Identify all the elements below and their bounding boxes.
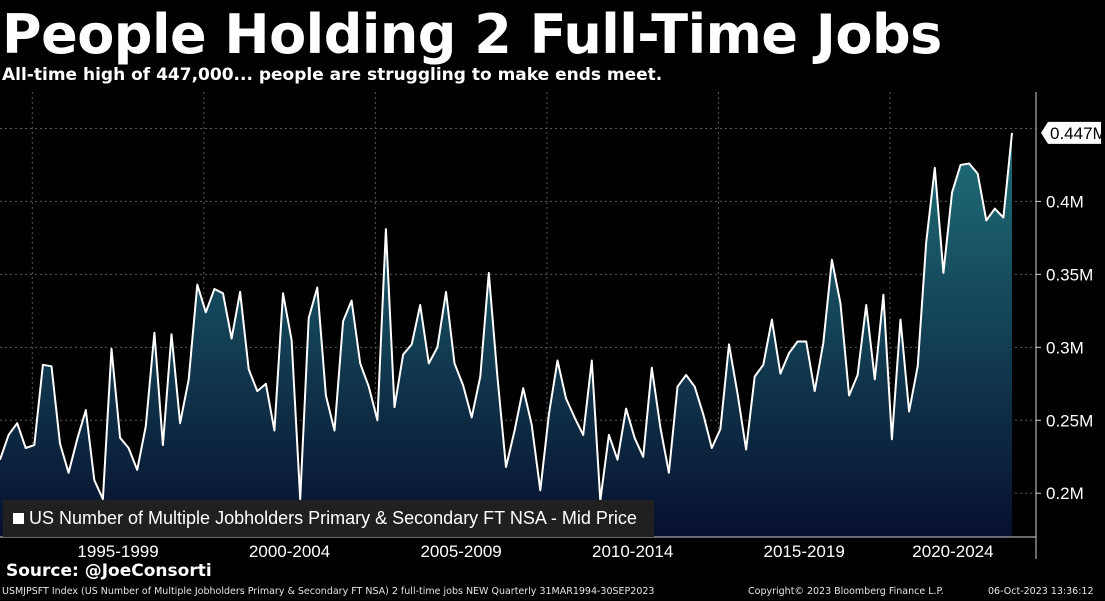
legend-label: US Number of Multiple Jobholders Primary… [29,508,637,528]
x-axis-ticks: 1995-1999 2000-2004 2005-2009 2010-2014 2015… [77,542,993,561]
x-tick-label: 1995-1999 [77,542,158,561]
axes [0,92,1037,559]
x-tick-label: 2010-2014 [592,542,673,561]
chart-subtitle: All-time high of 447,000... people are s… [2,65,663,85]
x-tick-label: 2005-2009 [420,542,501,561]
x-tick-label: 2020-2024 [912,542,993,561]
y-tick-label: 0.3M [1046,338,1084,357]
legend-swatch [13,513,24,524]
last-value-box [1041,121,1101,144]
y-tick-label: 0.4M [1046,192,1084,211]
last-value-marker: 0.447M [1041,121,1105,144]
y-tick-label: 0.35M [1046,265,1093,284]
x-tick-label: 2000-2004 [249,542,330,561]
y-tick-label: 0.25M [1046,411,1093,430]
series-area-fill [0,132,1012,537]
footer-copyright: Copyright© 2023 Bloomberg Finance L.P. [748,586,944,597]
source-credit: Source: @JoeConsorti [6,561,212,581]
chart-title: People Holding 2 Full-Time Jobs [2,3,942,66]
y-tick-label: 0.2M [1046,484,1084,503]
legend: US Number of Multiple Jobholders Primary… [3,500,654,537]
footer-timestamp: 06-Oct-2023 13:36:12 [988,586,1094,597]
last-value-label: 0.447M [1050,124,1105,143]
x-tick-label: 2015-2019 [764,542,845,561]
footer-description: USMJPSFT Index (US Number of Multiple Jo… [2,586,655,597]
y-axis-ticks: 0.2M 0.25M 0.3M 0.35M 0.4M [1036,192,1093,503]
series-line [0,132,1013,502]
